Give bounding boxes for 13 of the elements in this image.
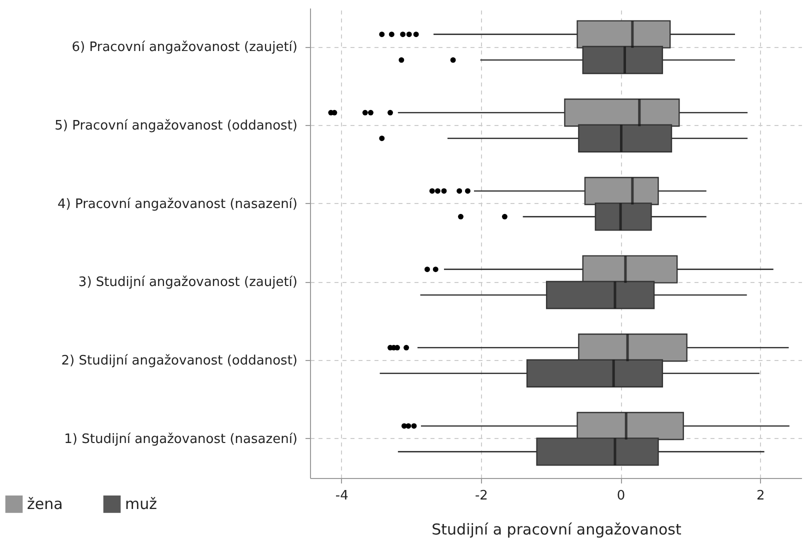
- x-tick-label: -2: [474, 488, 488, 504]
- x-tick-label: 2: [756, 488, 765, 504]
- x-axis-title: Studijní a pracovní angažovanost: [432, 520, 682, 538]
- y-tick-label: 4) Pracovní angažovanost (nasazení): [58, 196, 298, 212]
- x-tick-label: -4: [335, 488, 348, 504]
- x-tick-label: 0: [616, 488, 626, 504]
- y-tick-label: 3) Studijní angažovanost (zaujetí): [78, 275, 298, 290]
- legend-label: muž: [125, 495, 158, 514]
- legend-label: žena: [27, 495, 63, 514]
- y-tick-label: 5) Pracovní angažovanost (oddanost): [54, 118, 298, 134]
- y-tick-label: 2) Studijní angažovanost (oddanost): [61, 354, 298, 368]
- y-tick-label: 6) Pracovní angažovanost (zaujetí): [72, 40, 298, 56]
- y-tick-label: 1) Studijní angažovanost (nasazení): [64, 432, 298, 447]
